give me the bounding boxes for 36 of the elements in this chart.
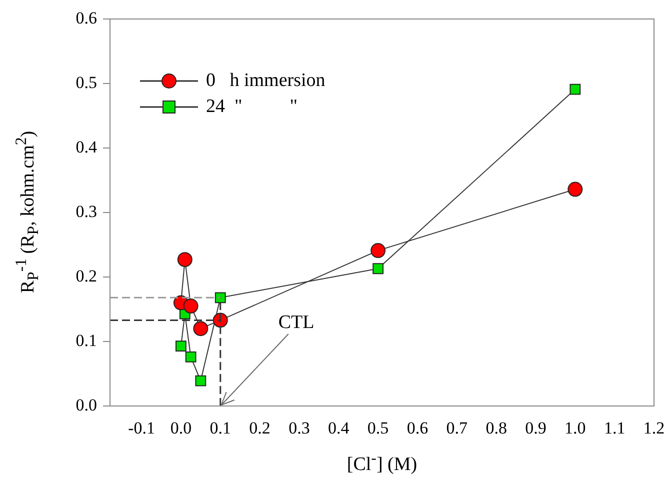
point	[195, 375, 206, 386]
x-tick-label: 0.8	[486, 418, 507, 438]
y-tick-label: 0.1	[76, 330, 97, 350]
x-tick-label: 0.4	[328, 418, 350, 438]
x-tick-label: 0.0	[170, 418, 192, 438]
x-tick-label: 0.7	[446, 418, 468, 438]
point	[185, 352, 196, 362]
y-tick-label: 0.3	[76, 202, 97, 221]
point	[372, 263, 384, 274]
point	[176, 340, 186, 352]
point	[193, 321, 208, 336]
x-tick-label: 0.9	[525, 418, 546, 438]
x-tick-label: 1.1	[604, 418, 626, 438]
annotation: CTL	[278, 312, 314, 333]
x-tick-label: 0.5	[367, 418, 389, 438]
x-tick-label: 0.1	[210, 418, 231, 438]
x-tick-label: 0.2	[249, 418, 270, 438]
x-tick-label: 0.6	[406, 418, 428, 438]
y-tick-label: 0.6	[76, 8, 97, 28]
y-tick-label: 0.4	[76, 137, 98, 156]
point	[183, 298, 198, 314]
x-axis-title: [Cl$^{-}$] (M)	[346, 450, 418, 476]
point	[214, 292, 226, 304]
x-tick-label: 1.0	[564, 418, 586, 438]
x-tick-label: 1.2	[643, 418, 665, 438]
point	[568, 182, 583, 197]
x-tick-label: 0.3	[288, 418, 310, 438]
point	[177, 252, 192, 268]
x-tick-label: -0.1	[128, 418, 155, 438]
y-tick-label: 0.5	[76, 72, 97, 92]
legend-label: 24 " "	[206, 96, 298, 118]
legend-label: 0 h immersion	[206, 70, 326, 92]
y-tick-label: 0.0	[76, 395, 97, 414]
y-tick-label: 0.2	[76, 266, 97, 286]
point	[570, 84, 581, 95]
point	[370, 243, 386, 258]
